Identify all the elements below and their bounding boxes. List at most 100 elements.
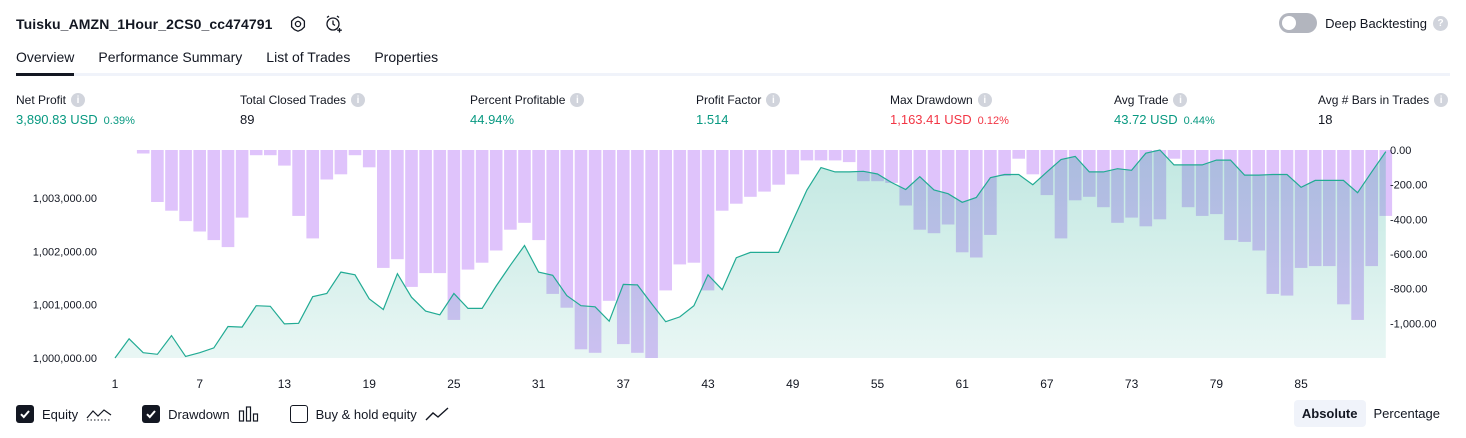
value-mode-switch: Absolute Percentage xyxy=(1293,400,1448,427)
x-axis-tick-label: 73 xyxy=(1125,377,1139,391)
drawdown-bar xyxy=(828,150,842,161)
legend-drawdown[interactable]: Drawdown xyxy=(142,405,259,423)
drawdown-bar xyxy=(475,150,489,263)
right-axis-tick-label: 0.00 xyxy=(1390,145,1411,157)
drawdown-bar xyxy=(532,150,545,241)
metric-value: 1,163.41 USD xyxy=(890,112,972,127)
drawdown-bar xyxy=(842,150,856,163)
tab-list-of-trades[interactable]: List of Trades xyxy=(266,49,351,65)
tab-overview[interactable]: Overview xyxy=(16,44,75,76)
info-icon[interactable]: i xyxy=(351,93,366,107)
drawdown-bar xyxy=(518,150,531,223)
metric-value: 1.514 xyxy=(696,112,729,127)
metric-avg-trade: Avg Trade i 43.72 USD 0.44% xyxy=(1114,93,1215,127)
drawdown-bar xyxy=(221,150,235,248)
percentage-button[interactable]: Percentage xyxy=(1373,406,1441,421)
drawdown-bar xyxy=(730,150,743,204)
drawdown-bar xyxy=(574,150,588,350)
bar-chart-icon xyxy=(238,406,260,422)
metric-value: 18 xyxy=(1318,112,1333,127)
drawdown-bar xyxy=(235,150,249,218)
x-axis-tick-label: 31 xyxy=(532,377,546,391)
legend-drawdown-label: Drawdown xyxy=(168,406,230,422)
settings-icon[interactable] xyxy=(287,13,309,35)
legend-equity[interactable]: Equity xyxy=(16,405,112,423)
left-axis-tick-label: 1,002,000.00 xyxy=(33,246,97,258)
metric-avg-bars: Avg # Bars in Trades i 18 xyxy=(1318,93,1449,127)
metric-percent: 0.44% xyxy=(1183,115,1215,127)
x-axis-tick-label: 37 xyxy=(617,377,631,391)
info-icon[interactable]: i xyxy=(71,93,86,107)
drawdown-checkbox[interactable] xyxy=(142,405,161,423)
drawdown-bar xyxy=(588,150,602,353)
drawdown-bar xyxy=(433,150,447,274)
metric-percent-profitable: Percent Profitable i 44.94% xyxy=(470,93,585,127)
drawdown-bar xyxy=(560,150,574,308)
equity-checkbox[interactable] xyxy=(16,405,34,423)
x-axis-tick-label: 19 xyxy=(363,377,377,391)
drawdown-bar xyxy=(193,150,206,232)
drawdown-bar xyxy=(1026,150,1040,175)
metric-value: 3,890.83 USD xyxy=(16,112,98,127)
drawdown-bar xyxy=(447,150,461,320)
tab-properties[interactable]: Properties xyxy=(374,49,439,65)
metric-label: Profit Factor xyxy=(696,93,762,107)
info-icon[interactable]: i xyxy=(766,93,781,107)
info-icon[interactable]: i xyxy=(1173,93,1188,107)
add-alert-icon[interactable] xyxy=(323,13,345,35)
legend-buy-hold-label: Buy & hold equity xyxy=(315,406,417,422)
metrics-row: Net Profit i 3,890.83 USD 0.39% Total Clos… xyxy=(0,93,1466,133)
right-axis-tick-label: -800.00 xyxy=(1390,284,1427,296)
drawdown-bar xyxy=(207,150,221,241)
metric-max-drawdown: Max Drawdown i 1,163.41 USD 0.12% xyxy=(890,93,1009,127)
metric-label: Max Drawdown xyxy=(890,93,973,107)
strategy-title: Tuisku_AMZN_1Hour_2CS0_cc474791 xyxy=(16,16,273,32)
tab-bar: Overview Performance Summary List of Tra… xyxy=(16,44,1450,76)
equity-line-icon xyxy=(86,406,112,422)
x-axis-tick-label: 85 xyxy=(1294,377,1308,391)
info-icon[interactable]: i xyxy=(570,93,585,107)
drawdown-bar xyxy=(814,150,828,161)
x-axis-tick-label: 67 xyxy=(1040,377,1054,391)
drawdown-bar xyxy=(405,150,418,287)
metric-label: Avg Trade xyxy=(1114,93,1169,107)
metric-value: 44.94% xyxy=(470,112,515,127)
drawdown-bar xyxy=(362,150,376,168)
equity-line xyxy=(114,149,1387,359)
metric-value: 89 xyxy=(240,112,255,127)
drawdown-bar xyxy=(758,150,771,192)
x-axis-tick-label: 49 xyxy=(786,377,800,391)
drawdown-bar xyxy=(334,150,348,175)
x-axis-tick-label: 61 xyxy=(956,377,970,391)
equity-drawdown-chart[interactable]: 1,000,000.00 1,001,000.00 1,002,000.00 1,00… xyxy=(0,140,1466,396)
drawdown-bar xyxy=(1012,150,1025,159)
drawdown-bar xyxy=(998,150,1011,176)
deep-backtesting-toggle[interactable] xyxy=(1279,13,1318,33)
drawdown-bar xyxy=(249,150,263,156)
drawdown-bar xyxy=(659,150,672,291)
x-axis-tick-label: 79 xyxy=(1210,377,1224,391)
help-icon[interactable]: ? xyxy=(1433,15,1448,31)
legend-buy-hold[interactable]: Buy & hold equity xyxy=(289,405,449,423)
info-icon[interactable]: i xyxy=(977,93,992,107)
right-axis-tick-label: -400.00 xyxy=(1390,214,1427,226)
drawdown-bar xyxy=(165,150,178,211)
absolute-button[interactable]: Absolute xyxy=(1293,400,1366,427)
x-axis-tick-label: 25 xyxy=(447,377,461,391)
tab-performance-summary[interactable]: Performance Summary xyxy=(98,49,243,65)
metric-label: Percent Profitable xyxy=(470,93,566,107)
line-chart-icon xyxy=(425,406,449,422)
right-axis-tick-label: -600.00 xyxy=(1390,249,1427,261)
drawdown-bar xyxy=(885,150,898,183)
buy-hold-checkbox[interactable] xyxy=(289,405,308,423)
drawdown-bar xyxy=(320,150,334,180)
metric-net-profit: Net Profit i 3,890.83 USD 0.39% xyxy=(16,93,135,127)
x-axis-tick-label: 7 xyxy=(196,377,203,391)
info-icon[interactable]: i xyxy=(1434,93,1449,107)
x-axis-tick-label: 43 xyxy=(701,377,715,391)
legend-equity-label: Equity xyxy=(42,406,79,422)
deep-backtesting-label: Deep Backtesting xyxy=(1325,15,1427,31)
left-axis-tick-label: 1,000,000.00 xyxy=(33,353,97,365)
toggle-knob xyxy=(1282,16,1297,30)
drawdown-bar xyxy=(489,150,503,251)
